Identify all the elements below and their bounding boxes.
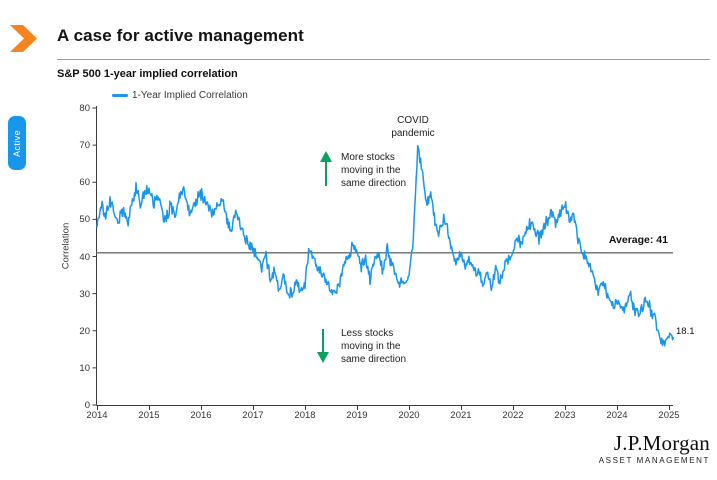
y-tick-label: 10 (79, 362, 90, 374)
x-tick-label: 2024 (606, 410, 628, 421)
y-tick-label: 70 (79, 140, 90, 152)
x-tick-label: 2025 (658, 410, 680, 421)
up-arrow-head-icon (320, 151, 332, 162)
legend: 1-Year Implied Correlation (112, 90, 248, 101)
x-tick-label: 2019 (346, 410, 368, 421)
x-tick-label: 2023 (554, 410, 576, 421)
chart-title: S&P 500 1-year implied correlation (57, 68, 238, 80)
average-line-label: Average: 41 (608, 234, 668, 246)
page-title: A case for active management (57, 26, 304, 45)
series-end-value-label: 18.1 (676, 326, 695, 337)
x-tick-label: 2018 (294, 410, 316, 421)
implied-correlation-line (96, 144, 675, 347)
annotation-less-stocks: Less stocks moving in the same direction (341, 328, 407, 365)
title-divider (57, 59, 710, 60)
x-tick-label: 2017 (242, 410, 264, 421)
x-tick-label: 2016 (190, 410, 212, 421)
x-tick-label: 2022 (502, 410, 524, 421)
orange-chevron-icon (10, 25, 37, 52)
y-axis-label: Correlation (60, 222, 72, 270)
y-tick-label: 50 (79, 214, 90, 226)
x-tick-label: 2015 (138, 410, 160, 421)
y-tick-label: 40 (79, 251, 90, 263)
annotation-more-stocks: More stocks moving in the same direction (341, 152, 407, 189)
legend-label: 1-Year Implied Correlation (132, 90, 248, 101)
y-tick-label: 20 (79, 325, 90, 337)
down-arrow-head-icon (317, 352, 329, 363)
x-tick-label: 2014 (86, 410, 108, 421)
y-tick-label: 0 (84, 400, 90, 411)
brand-name: J.P.Morgan (613, 431, 710, 455)
legend-line-swatch (112, 94, 128, 97)
x-tick-label: 2020 (398, 410, 420, 421)
sidebar-tab-active[interactable]: Active (8, 116, 26, 170)
x-tick-label: 2021 (450, 410, 472, 421)
annotation-covid-pandemic: COVID pandemic (391, 115, 435, 139)
y-tick-label: 60 (79, 177, 90, 189)
y-tick-label: 30 (79, 288, 90, 300)
y-tick-label: 80 (79, 103, 90, 114)
brand-division: ASSET MANAGEMENT (598, 456, 710, 465)
brand-logo: J.P.Morgan ASSET MANAGEMENT (599, 432, 710, 465)
